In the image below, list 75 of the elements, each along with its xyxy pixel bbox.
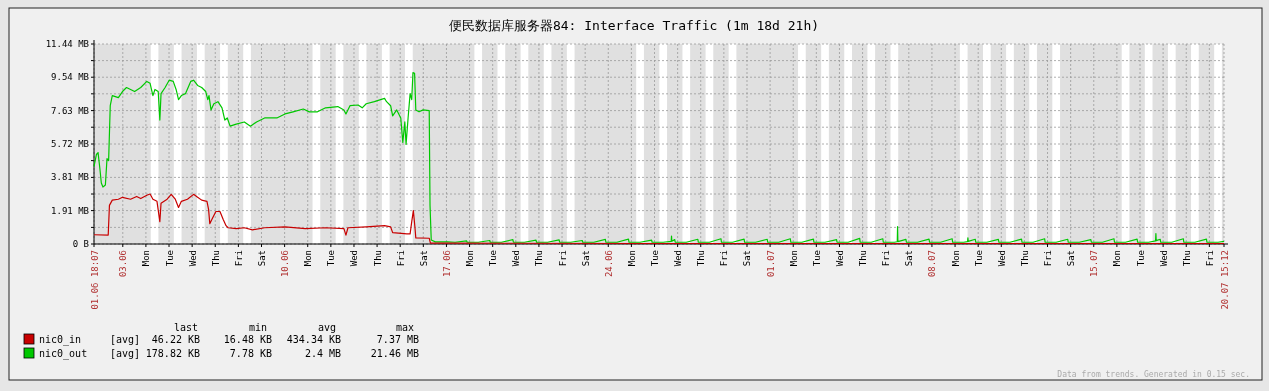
x-tick-label: Sat: [580, 250, 591, 267]
x-tick-label: Thu: [1181, 250, 1192, 267]
x-tick-label: Wed: [511, 250, 522, 267]
x-tick-label: Mon: [788, 250, 799, 267]
text: max: [395, 322, 415, 333]
text: last: [173, 322, 199, 333]
x-tick-label: Tue: [326, 250, 337, 267]
x-tick-label: Thu: [696, 250, 707, 267]
x-tick-label: 20.07 15:12: [1219, 250, 1230, 310]
text: [avg]: [110, 334, 141, 345]
x-tick-label: Thu: [210, 250, 221, 267]
x-tick-label: Wed: [187, 250, 198, 267]
x-tick-label: Fri: [881, 250, 892, 267]
x-tick-label: Tue: [488, 250, 499, 267]
text: 434.34 KB: [286, 334, 341, 345]
chart-title: 便民数据库服务器84: Interface Traffic (1m 18d 21h): [448, 18, 820, 33]
x-tick-label: Tue: [650, 250, 661, 267]
x-tick-label: Tue: [164, 250, 175, 267]
x-tick-label: Fri: [233, 250, 244, 267]
x-tick-label: Thu: [372, 250, 383, 267]
x-tick-label: Fri: [1043, 250, 1054, 267]
x-tick-label: Mon: [141, 250, 152, 267]
x-tick-label: 01.07: [765, 250, 776, 278]
x-tick-label: Sat: [1066, 250, 1077, 267]
legend-label: nic0_in: [39, 334, 82, 346]
x-tick-label: Tue: [1135, 250, 1146, 267]
x-tick-label: Mon: [626, 250, 637, 267]
x-tick-label: 03.06: [118, 250, 129, 278]
text: [avg]: [110, 348, 141, 359]
x-tick-label: Sat: [904, 250, 915, 267]
text: 178.82 KB: [145, 348, 200, 359]
y-tick-label: 1.91 MB: [51, 205, 89, 216]
x-tick-label: Wed: [834, 250, 845, 267]
x-tick-label: 01.06 18:07: [89, 250, 100, 310]
legend-label: nic0_out: [39, 348, 88, 360]
x-tick-label: Wed: [1158, 250, 1169, 267]
x-tick-label: 10.06: [280, 250, 291, 278]
x-tick-label: Fri: [557, 250, 568, 267]
x-tick-label: Fri: [395, 250, 406, 267]
x-tick-label: Thu: [1019, 250, 1030, 267]
x-tick-label: 17.06: [441, 250, 452, 278]
x-tick-label: Thu: [858, 250, 869, 267]
x-tick-label: Thu: [534, 250, 545, 267]
x-tick-label: 24.06: [603, 250, 614, 278]
x-tick-label: Tue: [973, 250, 984, 267]
text: 7.78 KB: [229, 348, 272, 359]
x-tick-label: Mon: [465, 250, 476, 267]
text: 46.22 KB: [151, 334, 200, 345]
y-tick-label: 3.81 MB: [51, 172, 89, 183]
y-tick-label: 7.63 MB: [51, 105, 89, 116]
text: 21.46 MB: [370, 348, 419, 359]
x-tick-label: 15.07: [1089, 250, 1100, 278]
text: avg: [317, 322, 337, 333]
x-tick-label: Fri: [1204, 250, 1215, 267]
y-tick-label: 9.54 MB: [51, 72, 89, 83]
text: 16.48 KB: [223, 334, 272, 345]
y-tick-label: 0 B: [72, 239, 89, 249]
x-tick-label: Sat: [257, 250, 267, 267]
x-tick-label: Wed: [996, 250, 1007, 267]
x-tick-label: Fri: [719, 250, 730, 267]
x-tick-label: Sat: [418, 250, 429, 267]
x-tick-label: Wed: [673, 250, 684, 267]
y-tick-label: 5.72 MB: [51, 139, 89, 149]
text: Data from trends. Generated in 0.15 sec.: [1057, 370, 1250, 379]
text: 2.4 MB: [304, 348, 341, 359]
x-tick-label: Sat: [742, 250, 753, 267]
x-tick-label: Wed: [349, 250, 360, 267]
y-tick-label: 11.44 MB: [45, 39, 89, 49]
x-tick-label: Mon: [1112, 250, 1123, 267]
x-tick-label: Tue: [811, 250, 822, 267]
x-tick-label: 08.07: [927, 250, 938, 278]
x-tick-label: Mon: [950, 250, 961, 267]
text: min: [248, 322, 268, 333]
x-tick-label: Mon: [303, 250, 314, 267]
text: 7.37 MB: [376, 334, 419, 345]
